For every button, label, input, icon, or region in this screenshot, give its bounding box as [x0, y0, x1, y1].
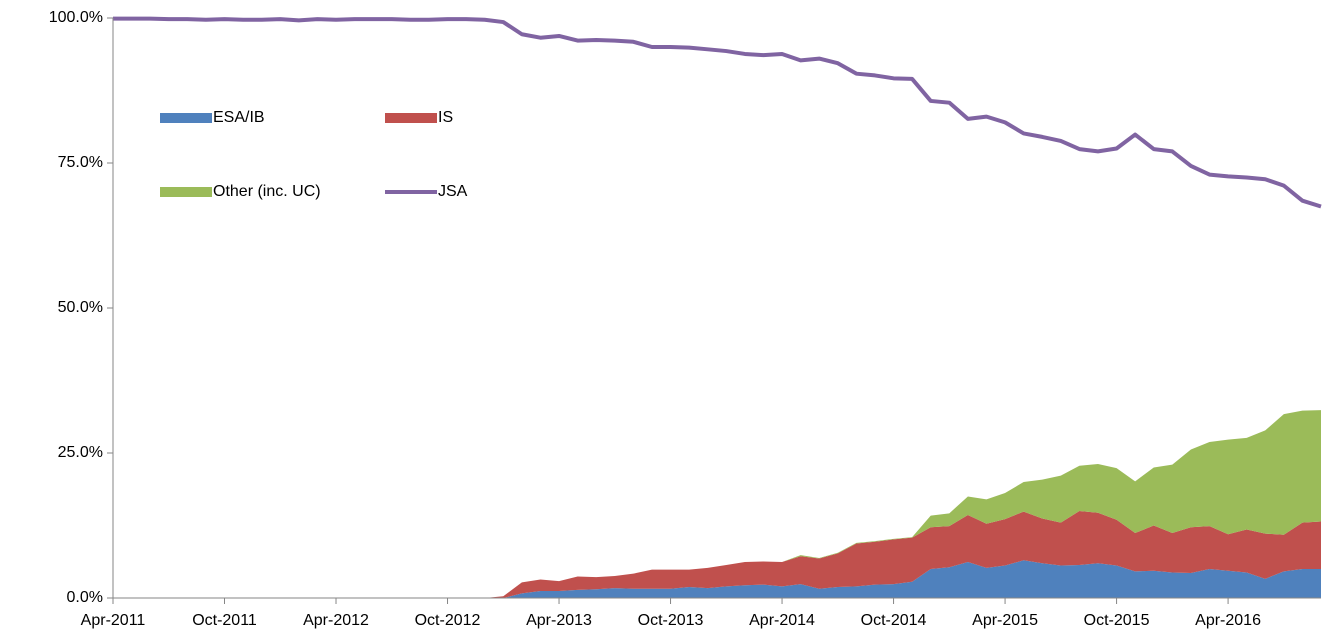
x-tick-label: Oct-2013 [638, 612, 704, 629]
legend-swatch [160, 113, 212, 123]
legend-label: IS [438, 109, 453, 126]
x-tick-label: Apr-2012 [303, 612, 369, 629]
y-tick-label: 25.0% [58, 444, 103, 461]
y-tick-label: 50.0% [58, 299, 103, 316]
legend-label: Other (inc. UC) [213, 183, 321, 200]
legend-label: ESA/IB [213, 109, 265, 126]
x-tick-label: Oct-2014 [861, 612, 927, 629]
x-tick-label: Oct-2015 [1084, 612, 1150, 629]
legend-swatch [385, 113, 437, 123]
x-tick-label: Apr-2011 [81, 612, 146, 629]
x-tick-label: Oct-2012 [415, 612, 481, 629]
y-tick-label: 100.0% [49, 9, 103, 26]
area [113, 511, 1321, 598]
area [113, 410, 1321, 598]
y-tick-label: 0.0% [67, 589, 103, 606]
x-tick-label: Apr-2014 [749, 612, 815, 629]
x-tick-label: Apr-2013 [526, 612, 592, 629]
x-tick-label: Apr-2016 [1195, 612, 1261, 629]
legend-label: JSA [438, 183, 468, 200]
y-tick-label: 75.0% [58, 154, 103, 171]
x-tick-label: Oct-2011 [192, 612, 257, 629]
legend-swatch [160, 187, 212, 197]
line [113, 16, 1322, 209]
area [113, 560, 1321, 598]
x-tick-label: Apr-2015 [972, 612, 1038, 629]
